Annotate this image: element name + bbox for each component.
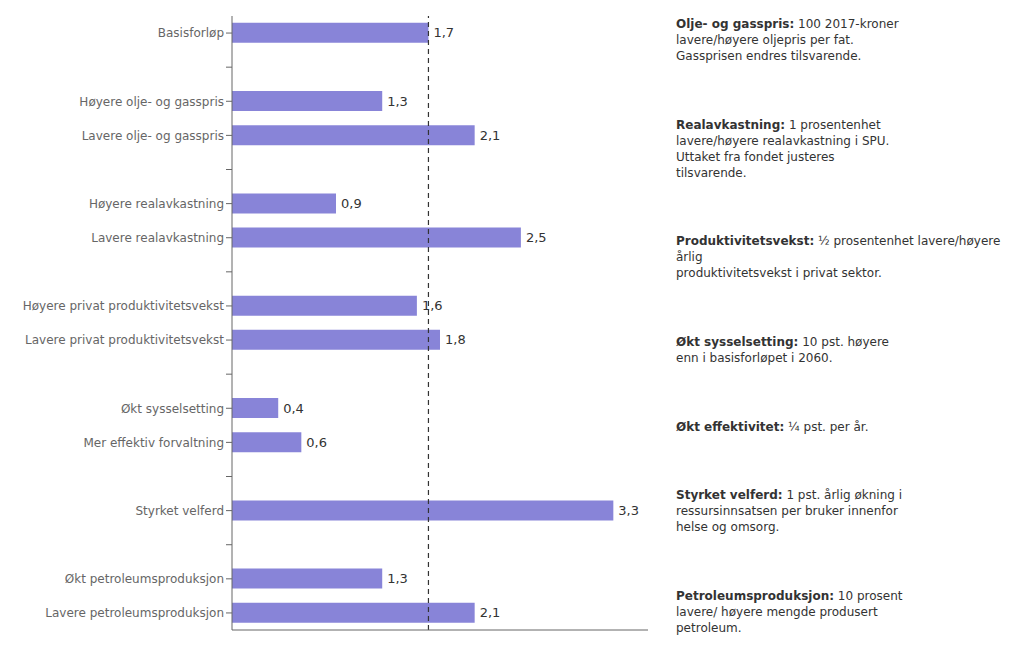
svg-text:Basisforløp: Basisforløp (158, 26, 224, 40)
svg-text:Økt petroleumsproduksjon: Økt petroleumsproduksjon (65, 572, 224, 586)
svg-text:2,5: 2,5 (526, 230, 547, 245)
svg-text:1,3: 1,3 (387, 94, 408, 109)
svg-text:Høyere olje- og gasspris: Høyere olje- og gasspris (79, 95, 224, 109)
svg-text:3,3: 3,3 (618, 503, 639, 518)
svg-text:Økt sysselsetting: Økt sysselsetting (121, 402, 224, 416)
svg-text:Lavere petroleumsproduksjon: Lavere petroleumsproduksjon (45, 606, 224, 620)
svg-text:2,1: 2,1 (480, 128, 501, 143)
html-text:Produktivitetsvekst: ½ prosent: Produktivitetsvekst: ½ prosentenhet lave… (676, 234, 1001, 281)
svg-text:0,6: 0,6 (306, 435, 327, 450)
svg-text:Høyere realavkastning: Høyere realavkastning (89, 197, 224, 211)
html-text:Realavkastning: 1 prosentenhet: Realavkastning: 1 prosentenhet lavere/hø… (676, 117, 890, 180)
svg-text:0,4: 0,4 (283, 401, 304, 416)
svg-text:Mer effektiv forvaltning: Mer effektiv forvaltning (83, 436, 224, 450)
svg-text:1,3: 1,3 (387, 571, 408, 586)
html-text:Styrket velferd: 1 pst. årlig: Styrket velferd: 1 pst. årlig økning i r… (676, 488, 902, 535)
svg-text:Lavere realavkastning: Lavere realavkastning (91, 231, 224, 245)
html-text:Olje- og gasspris: 100 2017-kr: Olje- og gasspris: 100 2017-kroner laver… (676, 17, 899, 63)
svg-text:1,7: 1,7 (433, 25, 454, 40)
html-text:Økt effektivitet: ¼ pst. per å: Økt effektivitet: ¼ pst. per år. (676, 419, 869, 434)
svg-text:1,6: 1,6 (422, 298, 443, 313)
svg-text:Høyere privat produktivitetsve: Høyere privat produktivitetsvekst (23, 299, 225, 313)
html-text:Petroleumsproduksjon: 10 prose: Petroleumsproduksjon: 10 prosent lavere/… (676, 588, 903, 635)
svg-text:Lavere olje- og gasspris: Lavere olje- og gasspris (82, 129, 224, 143)
svg-text:Styrket velferd: Styrket velferd (135, 504, 224, 518)
html-text:Økt sysselsetting: 10 pst. høy: Økt sysselsetting: 10 pst. høyere enn i … (676, 335, 889, 365)
svg-text:0,9: 0,9 (341, 196, 362, 211)
svg-text:1,8: 1,8 (445, 332, 466, 347)
svg-text:2,1: 2,1 (480, 605, 501, 620)
svg-text:Lavere privat produktivitetsve: Lavere privat produktivitetsvekst (25, 333, 224, 347)
